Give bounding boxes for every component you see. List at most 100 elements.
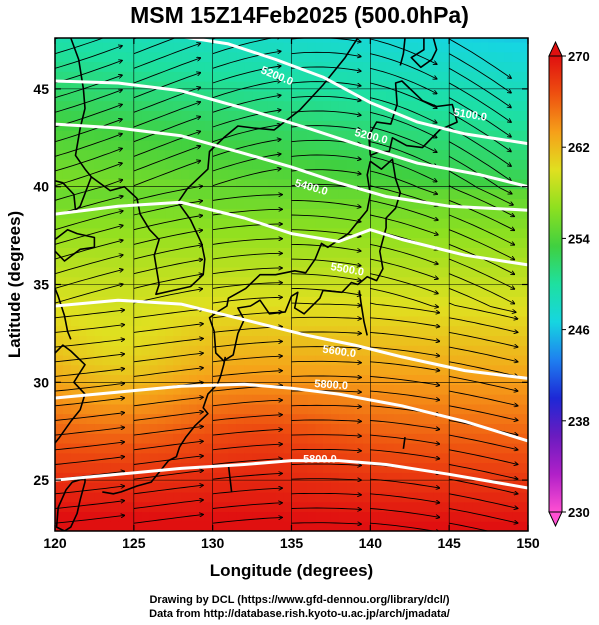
field-cell (165, 511, 174, 522)
field-cell (236, 521, 245, 531)
field-cell (315, 247, 324, 258)
field-cell (70, 81, 80, 92)
field-cell (181, 149, 190, 160)
field-cell (394, 178, 403, 190)
field-cell (394, 296, 403, 307)
field-cell (212, 403, 222, 415)
field-cell (157, 100, 166, 111)
field-cell (244, 90, 253, 102)
field-cell (260, 61, 269, 72)
field-cell (346, 501, 356, 513)
field-cell (283, 501, 293, 513)
streamline (370, 508, 439, 518)
field-cell (212, 413, 222, 424)
field-cell (220, 491, 229, 503)
field-cell (378, 325, 387, 336)
field-cell (173, 139, 182, 151)
field-cell (346, 149, 356, 160)
field-cell (307, 237, 316, 248)
field-cell (149, 413, 159, 424)
field-cell (236, 501, 245, 513)
field-cell (409, 296, 419, 307)
field-cell (449, 169, 458, 180)
field-cell (173, 433, 182, 444)
streamline (291, 464, 361, 465)
field-cell (165, 335, 174, 346)
field-cell (362, 149, 371, 160)
field-cell (275, 364, 285, 376)
field-cell (244, 306, 253, 317)
field-cell (401, 198, 411, 209)
field-cell (236, 306, 245, 317)
field-cell (504, 227, 513, 239)
field-cell (449, 335, 458, 346)
field-cell (457, 247, 466, 258)
field-cell (299, 81, 308, 92)
field-cell (433, 51, 442, 63)
field-cell (189, 110, 198, 121)
field-cell (236, 462, 245, 473)
field-cell (457, 208, 466, 219)
field-cell (417, 443, 427, 454)
field-cell (157, 374, 166, 385)
field-cell (70, 423, 80, 434)
field-cell (323, 472, 332, 483)
field-cell (394, 208, 403, 219)
field-cell (260, 423, 269, 434)
field-cell (386, 71, 395, 82)
field-cell (315, 374, 324, 385)
field-cell (196, 374, 206, 385)
field-cell (204, 433, 214, 444)
field-cell (204, 413, 214, 424)
field-cell (488, 364, 498, 376)
field-cell (441, 374, 450, 385)
field-cell (362, 198, 371, 209)
field-cell (189, 51, 198, 63)
credit-data-source: Data from http://database.rish.kyoto-u.a… (149, 608, 450, 620)
field-cell (141, 237, 151, 248)
field-cell (346, 433, 356, 444)
field-cell (496, 149, 505, 160)
field-cell (189, 149, 198, 160)
field-cell (189, 433, 198, 444)
field-cell (102, 198, 111, 209)
field-cell (401, 482, 411, 493)
field-cell (323, 315, 332, 327)
field-cell (354, 237, 364, 248)
field-cell (425, 325, 434, 336)
field-cell (504, 90, 513, 102)
field-cell (472, 335, 482, 346)
field-cell (488, 110, 498, 121)
field-cell (409, 198, 419, 209)
field-cell (362, 462, 371, 473)
field-cell (86, 61, 95, 72)
field-cell (102, 423, 111, 434)
field-cell (512, 266, 521, 278)
field-cell (189, 266, 198, 278)
field-cell (133, 374, 143, 385)
field-cell (149, 511, 159, 522)
field-cell (457, 296, 466, 307)
field-cell (212, 51, 222, 63)
field-cell (212, 81, 222, 92)
y-axis-title: Latitude (degrees) (5, 211, 24, 358)
field-cell (86, 501, 95, 513)
field-cell (472, 247, 482, 258)
field-cell (260, 159, 269, 170)
field-cell (488, 433, 498, 444)
field-cell (480, 296, 490, 307)
field-cell (78, 237, 88, 248)
field-cell (102, 208, 111, 219)
field-cell (252, 51, 261, 63)
field-cell (102, 247, 111, 258)
field-cell (244, 159, 253, 170)
field-cell (165, 354, 174, 366)
field-cell (283, 198, 293, 209)
field-cell (370, 354, 379, 366)
field-cell (464, 198, 474, 209)
field-cell (323, 188, 332, 199)
streamline (133, 471, 203, 480)
field-cell (394, 169, 403, 180)
streamline (133, 515, 203, 524)
field-cell (110, 178, 119, 190)
